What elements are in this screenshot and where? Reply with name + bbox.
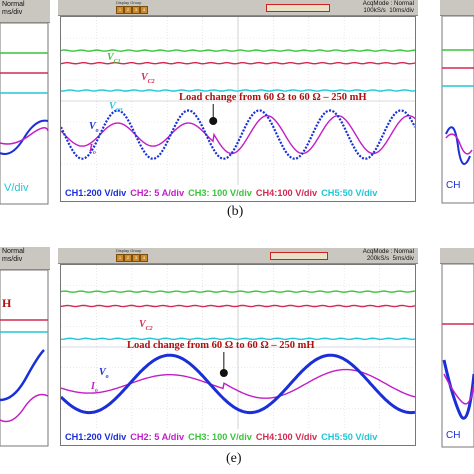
label-vc2: VC2 bbox=[141, 72, 155, 85]
label-vc3-sub: C3 bbox=[116, 108, 123, 114]
ch3-trace-vc1 bbox=[61, 290, 415, 293]
load-change-annotation: Load change from 60 Ω to 60 Ω – 250 mH bbox=[127, 340, 315, 351]
left-top-partial-scope: Normal ms/div V/div bbox=[0, 0, 50, 205]
annotation-dot bbox=[209, 117, 218, 125]
label-io-sub: o bbox=[93, 150, 96, 156]
ch3-trace-vc1 bbox=[61, 49, 415, 52]
scope-e-header: Display Group 1 2 3 4 AcqMode : Normal 2… bbox=[58, 248, 418, 264]
caption-e: (e) bbox=[226, 451, 242, 466]
scale-ch4: CH4:100 V/div bbox=[256, 188, 318, 198]
scope-e-trigger-box bbox=[270, 252, 328, 260]
scope-e-display-group: Display Group bbox=[116, 248, 142, 253]
label-vc2-main: V bbox=[139, 319, 147, 330]
ch4-trace-vc2 bbox=[61, 304, 415, 308]
scope-panel-b: Display Group 1 2 3 4 AcqMode : Normal 1… bbox=[58, 0, 418, 204]
scope-e-btn-2[interactable]: 2 bbox=[124, 254, 132, 262]
label-vc2: VC2 bbox=[139, 319, 153, 332]
scale-ch1: CH1:200 V/div bbox=[65, 432, 127, 442]
channel-scale-legend: CH1:200 V/div CH2: 5 A/div CH3: 100 V/div C… bbox=[65, 432, 378, 442]
label-vo: Vo bbox=[99, 367, 109, 380]
left-bottom-header-line2: ms/div bbox=[2, 256, 23, 263]
scale-ch5: CH5:50 V/div bbox=[321, 432, 378, 442]
scope-b-screen: VC1 VC2 VC3 Vo Io Load change from 60 Ω to 60… bbox=[60, 16, 416, 202]
scale-ch2: CH2: 5 A/div bbox=[130, 432, 185, 442]
scope-b-header: Display Group 1 2 3 4 AcqMode : Normal 1… bbox=[58, 0, 418, 16]
scope-e-screen: VC2 Vo Io Load change from 60 Ω to 60 Ω – 2… bbox=[60, 264, 416, 446]
label-vc2-main: V bbox=[141, 72, 149, 83]
left-bottom-label-fragment: H bbox=[2, 296, 12, 310]
scale-ch3: CH3: 100 V/div bbox=[188, 188, 253, 198]
right-bottom-header bbox=[440, 248, 474, 264]
label-vo-main: V bbox=[99, 367, 107, 378]
ch2-trace-io bbox=[61, 114, 415, 155]
right-bottom-partial-plot: CH bbox=[441, 264, 474, 448]
label-vc1: VC1 bbox=[107, 52, 121, 65]
label-vc3: VC3 bbox=[109, 101, 123, 114]
scale-ch1: CH1:200 V/div bbox=[65, 188, 127, 198]
label-io-main: I bbox=[88, 143, 94, 154]
scope-e-btn-4[interactable]: 4 bbox=[140, 254, 148, 262]
label-vo-sub: o bbox=[106, 374, 109, 380]
scope-b-btn-4[interactable]: 4 bbox=[140, 6, 148, 14]
scale-ch5: CH5:50 V/div bbox=[321, 188, 378, 198]
label-vc1-main: V bbox=[107, 52, 115, 63]
right-top-header bbox=[440, 0, 474, 16]
right-top-scale-fragment: CH bbox=[446, 180, 460, 191]
ch5-trace-vc3 bbox=[61, 89, 415, 92]
scale-ch4: CH4:100 V/div bbox=[256, 432, 318, 442]
right-bottom-partial-scope: CH bbox=[440, 248, 474, 448]
label-io: Io bbox=[88, 143, 96, 156]
label-vo: Vo bbox=[89, 121, 99, 134]
scope-b-btn-2[interactable]: 2 bbox=[124, 6, 132, 14]
scope-panel-e: Display Group 1 2 3 4 AcqMode : Normal 2… bbox=[58, 248, 418, 448]
scope-e-btn-3[interactable]: 3 bbox=[132, 254, 140, 262]
right-top-partial-plot: CH bbox=[441, 16, 474, 204]
label-vc2-sub: C2 bbox=[146, 326, 153, 332]
right-bottom-scale-fragment: CH bbox=[446, 430, 460, 441]
left-bottom-partial-scope: Normal ms/div H bbox=[0, 247, 50, 447]
grid-lines bbox=[61, 17, 415, 185]
scope-b-btn-1[interactable]: 1 bbox=[116, 6, 124, 14]
left-top-ch2-trace bbox=[0, 127, 49, 145]
left-top-header-line2: ms/div bbox=[2, 9, 23, 16]
ch5-trace-vc3 bbox=[61, 337, 415, 341]
label-io-main: I bbox=[90, 381, 96, 392]
label-vc3-main: V bbox=[109, 101, 117, 112]
scope-e-acq-info: AcqMode : Normal 200kS/s 5ms/div bbox=[362, 248, 414, 262]
left-top-scale-fragment: V/div bbox=[4, 182, 29, 194]
left-bottom-header-line1: Normal bbox=[2, 248, 25, 255]
caption-b: (b) bbox=[227, 204, 244, 219]
label-vc1-sub: C1 bbox=[114, 59, 121, 65]
left-top-partial-plot: V/div bbox=[0, 23, 49, 205]
scope-b-trigger-box bbox=[266, 4, 330, 12]
scope-b-display-group: Display Group bbox=[116, 0, 142, 5]
scale-ch3: CH3: 100 V/div bbox=[188, 432, 253, 442]
left-bottom-partial-plot: H bbox=[0, 270, 49, 447]
ch4-trace-vc2 bbox=[61, 61, 415, 65]
scale-ch2: CH2: 5 A/div bbox=[130, 188, 185, 198]
label-vc2-sub: C2 bbox=[148, 79, 155, 85]
scope-b-acq-info: AcqMode : Normal 100kS/s 10ms/div bbox=[362, 0, 414, 14]
ch2-trace-io bbox=[61, 368, 415, 399]
left-bottom-header: Normal ms/div bbox=[0, 247, 50, 270]
label-vo-main: V bbox=[89, 121, 97, 132]
annotation-dot bbox=[219, 369, 228, 377]
load-change-annotation: Load change from 60 Ω to 60 Ω – 250 mH bbox=[179, 92, 367, 103]
channel-scale-legend: CH1:200 V/div CH2: 5 A/div CH3: 100 V/div C… bbox=[65, 188, 378, 198]
left-top-ch1-trace bbox=[0, 119, 49, 155]
left-top-header: Normal ms/div bbox=[0, 0, 50, 23]
left-top-header-line1: Normal bbox=[2, 1, 25, 8]
ch1-trace-vo bbox=[61, 353, 415, 415]
scope-b-btn-3[interactable]: 3 bbox=[132, 6, 140, 14]
ch1-trace-vo bbox=[61, 109, 415, 160]
label-io: Io bbox=[90, 381, 98, 394]
right-top-partial-scope: CH bbox=[440, 0, 474, 205]
label-io-sub: o bbox=[95, 388, 98, 394]
scope-e-btn-1[interactable]: 1 bbox=[116, 254, 124, 262]
label-vo-sub: o bbox=[96, 128, 99, 134]
